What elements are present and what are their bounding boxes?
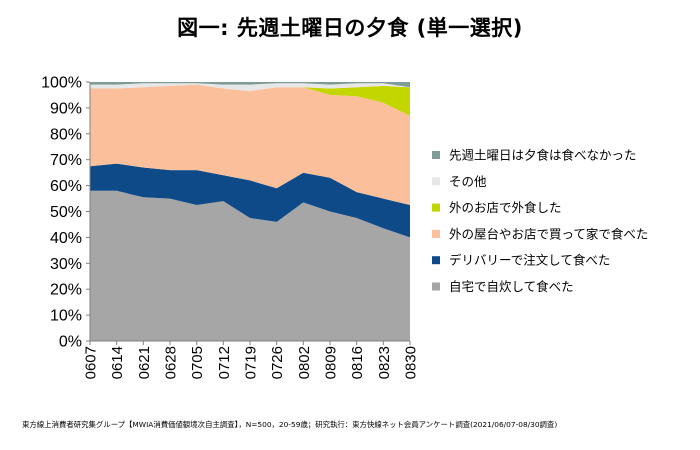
legend-swatch — [432, 151, 440, 159]
legend-label: 自宅で自炊して食べた — [449, 279, 574, 294]
x-tick-label: 0712 — [216, 346, 233, 379]
x-tick-label: 0719 — [243, 346, 260, 379]
area-series-4 — [90, 83, 410, 92]
legend-label: 外の屋台やお店で買って家で食べた — [449, 226, 648, 241]
x-tick-label: 0726 — [269, 346, 286, 379]
y-tick-label: 70% — [50, 152, 82, 169]
area-series-5 — [90, 82, 410, 88]
y-tick-label: 30% — [50, 256, 82, 273]
legend: 先週土曜日は夕食は食べなかったその他外のお店で外食した外の屋台やお店で買って家で… — [432, 148, 648, 294]
area-series-0 — [90, 190, 410, 341]
legend-label: その他 — [449, 174, 487, 189]
x-axis-ticks: 0607 0614 0621 0628 0705 0712 0719 0726 0802 0809… — [83, 341, 420, 379]
series-areas — [90, 82, 410, 341]
legend-swatch — [432, 282, 440, 291]
area-series-2 — [90, 84, 410, 205]
x-tick-label: 0607 — [83, 346, 100, 379]
y-tick-label: 90% — [50, 100, 82, 117]
x-tick-label: 0621 — [136, 346, 153, 379]
area-series-3 — [90, 84, 410, 116]
x-tick-label: 0823 — [376, 346, 393, 379]
y-tick-label: 10% — [50, 308, 82, 325]
legend-swatch — [432, 203, 440, 212]
x-tick-label: 0816 — [349, 346, 366, 379]
legend-swatch — [432, 177, 440, 186]
y-tick-label: 80% — [50, 126, 82, 143]
x-tick-label: 0628 — [163, 346, 180, 379]
source-footnote: 東方線上消費者研究集グループ【MWIA消費価値観境次自主調査】，N=500，20… — [22, 420, 558, 429]
y-tick-label: 100% — [41, 75, 82, 92]
x-tick-label: 0809 — [323, 346, 340, 379]
legend-label: デリバリーで注文して食べた — [449, 253, 610, 268]
legend-label: 先週土曜日は夕食は食べなかった — [449, 148, 637, 163]
y-tick-label: 60% — [50, 178, 82, 195]
x-tick-label: 0705 — [189, 346, 206, 379]
x-tick-label: 0830 — [403, 346, 420, 379]
y-tick-label: 0% — [59, 334, 82, 351]
y-tick-label: 20% — [50, 282, 82, 299]
y-axis-ticks: 0% 10% 20% 30% 40% 50% 60% 70% 80% 90% 100% — [41, 75, 90, 351]
legend-swatch — [432, 229, 440, 238]
x-tick-label: 0802 — [296, 346, 313, 379]
y-tick-label: 50% — [50, 204, 82, 221]
area-series-1 — [90, 163, 410, 238]
chart-title: 図一: 先週土曜日の夕食 (単一選択) — [177, 16, 523, 40]
y-tick-label: 40% — [50, 230, 82, 247]
legend-label: 外のお店で外食した — [449, 200, 562, 215]
legend-swatch — [432, 256, 440, 265]
x-tick-label: 0614 — [109, 346, 126, 379]
